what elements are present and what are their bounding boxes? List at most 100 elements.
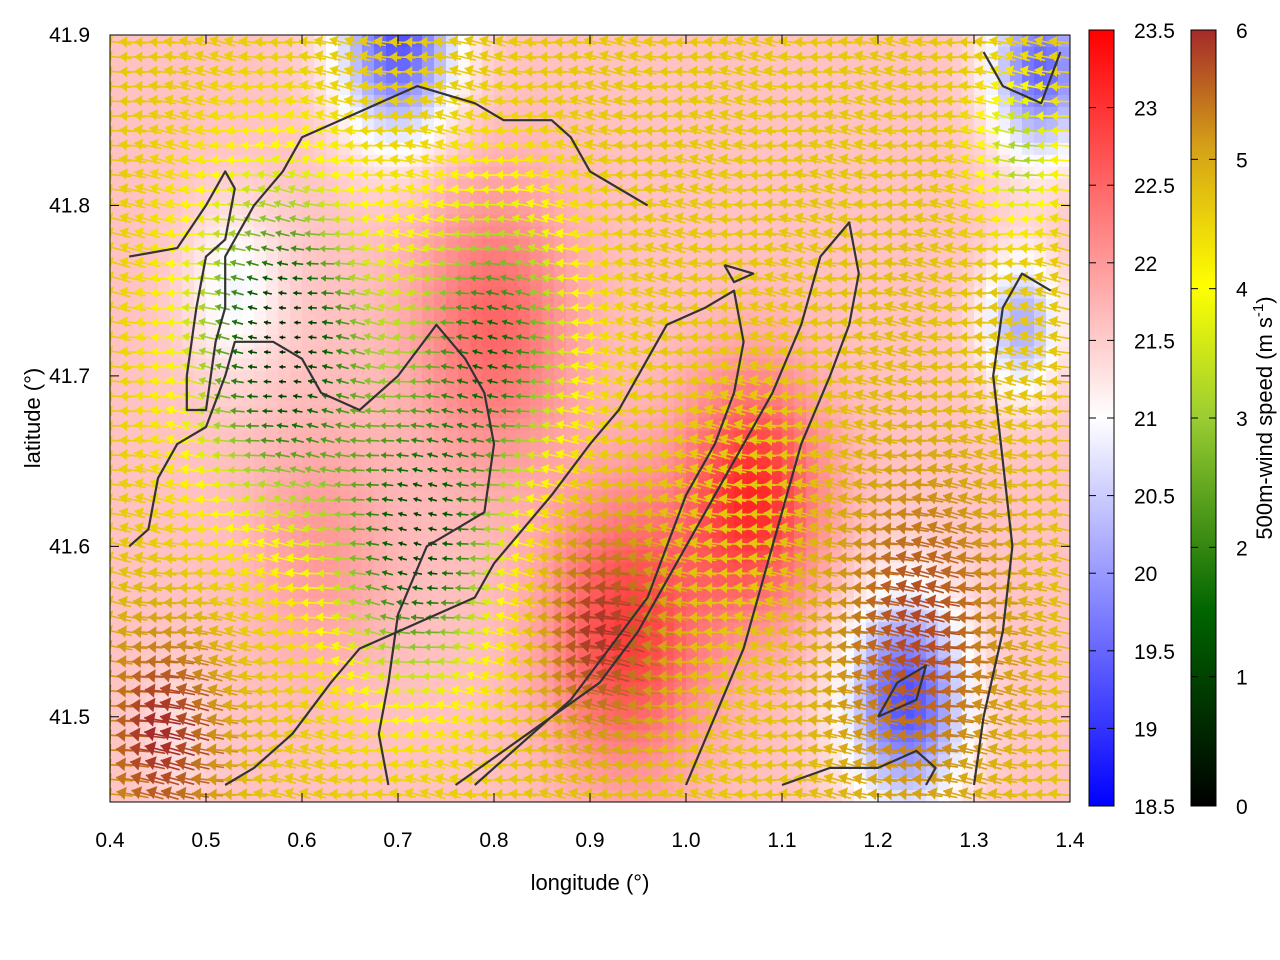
heat-cell (266, 419, 279, 432)
heat-cell (266, 275, 279, 288)
heat-cell (326, 490, 339, 503)
heat-cell (302, 383, 315, 396)
heat-cell (482, 359, 495, 372)
heat-cell (290, 359, 303, 372)
heat-cell (302, 299, 315, 312)
heat-cell (362, 383, 375, 396)
heat-cell (422, 574, 435, 587)
heat-cell (326, 299, 339, 312)
heat-cell (386, 550, 399, 563)
heat-cell (494, 383, 507, 396)
heat-cell (266, 251, 279, 264)
heat-cell (230, 742, 243, 755)
heat-cell (506, 359, 519, 372)
heat-cell (998, 167, 1011, 180)
heat-cell (446, 502, 459, 515)
heat-cell (242, 299, 255, 312)
heat-cell (518, 442, 531, 455)
heat-cell (530, 359, 543, 372)
heat-cell (158, 323, 171, 336)
heat-cell (350, 490, 363, 503)
heat-cell (434, 574, 447, 587)
heat-cell (338, 191, 351, 204)
heat-cell (530, 383, 543, 396)
heat-cell (530, 299, 543, 312)
heat-cell (266, 442, 279, 455)
heat-cell (254, 311, 267, 324)
heat-cell (482, 299, 495, 312)
heat-cell (422, 454, 435, 467)
heat-cell (470, 466, 483, 479)
heat-cell (230, 407, 243, 420)
heat-cell (1010, 514, 1023, 527)
heat-cell (386, 407, 399, 420)
heat-cell (410, 634, 423, 647)
heat-cell (530, 323, 543, 336)
heat-cell (302, 251, 315, 264)
heat-cell (386, 442, 399, 455)
heat-cell (242, 383, 255, 396)
heat-cell (230, 383, 243, 396)
heat-cell (218, 466, 231, 479)
heat-cell (278, 311, 291, 324)
heat-cell (362, 191, 375, 204)
heat-cell (350, 442, 363, 455)
heat-cell (254, 407, 267, 420)
heat-cell (446, 550, 459, 563)
heat-cell (338, 215, 351, 228)
heat-cell (278, 574, 291, 587)
heat-cell (446, 359, 459, 372)
heat-cell (410, 383, 423, 396)
heat-cell (290, 323, 303, 336)
heat-cell (410, 407, 423, 420)
heat-cell (230, 323, 243, 336)
heat-cell (254, 323, 267, 336)
heat-cell (422, 598, 435, 611)
heat-cell (434, 550, 447, 563)
heat-cell (362, 490, 375, 503)
heat-cell (482, 323, 495, 336)
heat-cell (398, 682, 411, 695)
heat-cell (326, 514, 339, 527)
heat-cell (326, 442, 339, 455)
heat-cell (362, 574, 375, 587)
heat-cell (494, 514, 507, 527)
heat-cell (446, 574, 459, 587)
heat-cell (434, 251, 447, 264)
heat-cell (278, 407, 291, 420)
heat-cell (446, 323, 459, 336)
heat-cell (422, 442, 435, 455)
heat-cell (434, 383, 447, 396)
heat-cell (266, 407, 279, 420)
heat-cell (578, 323, 591, 336)
heat-cell (398, 514, 411, 527)
heat-cell (386, 466, 399, 479)
heat-cell (1010, 442, 1023, 455)
heat-cell (278, 383, 291, 396)
heat-cell (554, 323, 567, 336)
heat-cell (338, 550, 351, 563)
heat-cell (278, 299, 291, 312)
heat-cell (398, 490, 411, 503)
heat-cell (422, 502, 435, 515)
heat-cell (398, 574, 411, 587)
heat-cell (218, 191, 231, 204)
heat-cell (302, 407, 315, 420)
heat-cell (314, 574, 327, 587)
heat-cell (890, 442, 903, 455)
heat-cell (470, 490, 483, 503)
heat-cell (302, 335, 315, 348)
heat-cell (422, 383, 435, 396)
heat-cell (494, 323, 507, 336)
heat-cell (350, 466, 363, 479)
heat-cell (374, 514, 387, 527)
heat-cell (326, 383, 339, 396)
heat-cell (890, 766, 903, 779)
heat-cell (398, 550, 411, 563)
heat-cell (446, 275, 459, 288)
heat-cell (338, 514, 351, 527)
heat-cell (302, 275, 315, 288)
heat-cell (374, 574, 387, 587)
heat-cell (410, 359, 423, 372)
heat-cell (446, 442, 459, 455)
